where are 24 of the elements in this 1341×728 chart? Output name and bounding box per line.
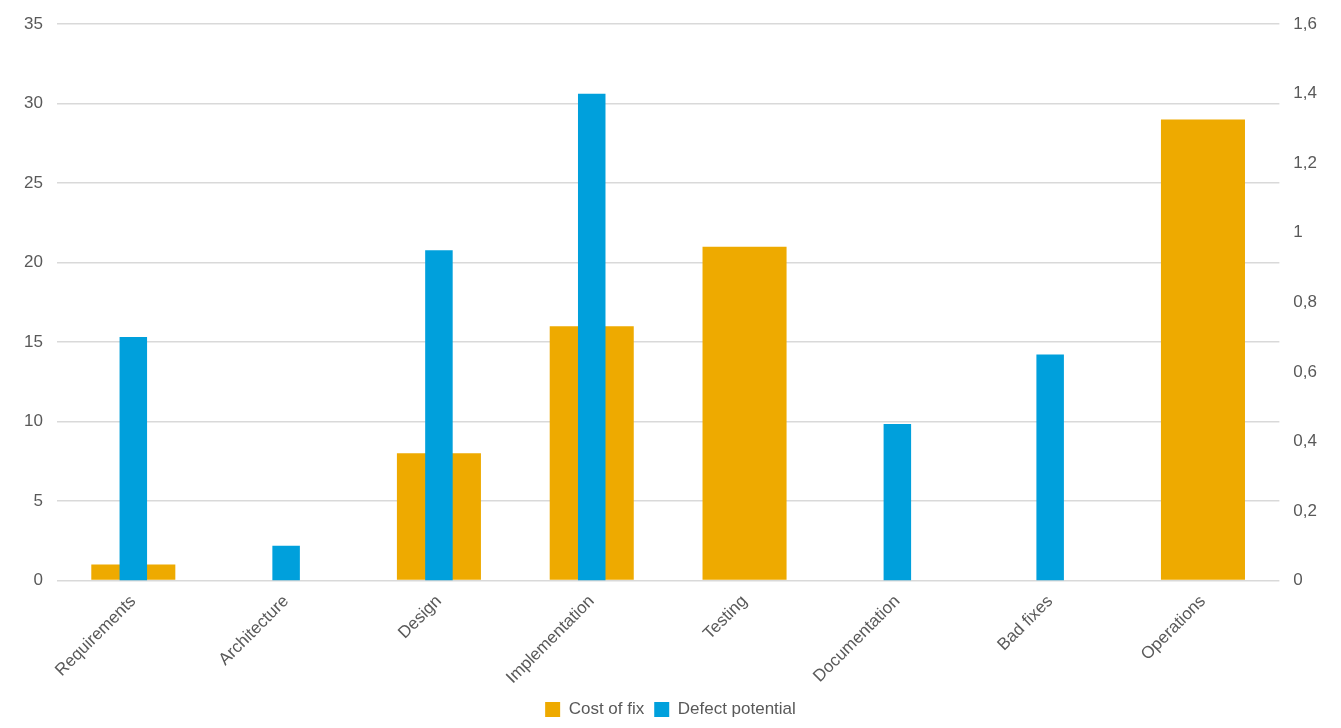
legend-label: Defect potential	[677, 699, 796, 719]
legend-label: Cost of fix	[568, 699, 645, 719]
y2-tick-label: 0,4	[1293, 431, 1318, 451]
bar	[702, 246, 787, 580]
y-tick-label: 0	[33, 570, 43, 590]
bar	[1160, 119, 1245, 580]
y2-tick-label: 0,8	[1293, 291, 1318, 311]
y2-tick-label: 1,6	[1293, 13, 1318, 33]
y-tick-label: 35	[23, 13, 43, 33]
bar	[272, 545, 300, 581]
y-tick-label: 10	[23, 411, 43, 431]
bar	[1036, 354, 1064, 581]
y-tick-label: 30	[23, 93, 43, 113]
y-tick-label: 20	[23, 252, 43, 272]
y-tick-label: 25	[23, 172, 43, 192]
y-tick-label: 15	[23, 331, 43, 351]
y2-tick-label: 1,4	[1293, 83, 1318, 103]
y2-tick-label: 0	[1293, 570, 1303, 590]
y2-tick-label: 1	[1293, 222, 1303, 242]
y2-tick-label: 1,2	[1293, 152, 1318, 172]
y-tick-label: 5	[33, 490, 43, 510]
y2-tick-label: 0,2	[1293, 500, 1318, 520]
bar	[883, 423, 912, 581]
y2-tick-label: 0,6	[1293, 361, 1318, 381]
